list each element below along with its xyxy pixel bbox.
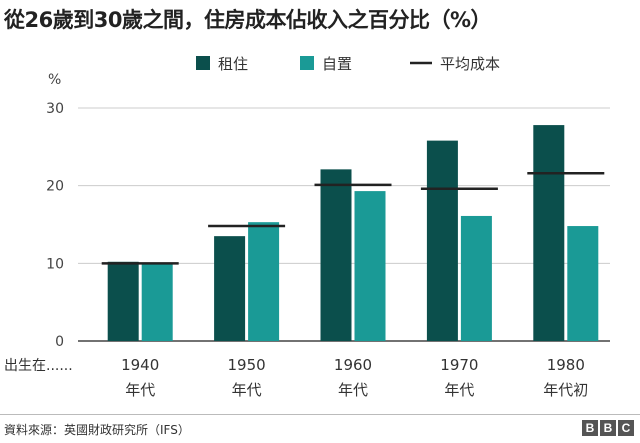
legend-swatch-owning <box>300 56 314 70</box>
legend-label-renting: 租住 <box>218 55 248 73</box>
y-axis-label: % <box>48 72 61 88</box>
y-tick-label: 0 <box>55 334 64 350</box>
bar-owning <box>460 215 492 341</box>
bar-owning <box>567 226 599 341</box>
legend-label-owning: 自置 <box>322 55 352 73</box>
bbc-logo-letter: B <box>582 420 598 436</box>
bar-owning <box>141 264 173 341</box>
x-tick-label: 1950 <box>228 356 266 374</box>
x-tick-label: 年代初 <box>543 381 588 399</box>
bar-owning <box>248 222 280 341</box>
bar-renting <box>214 236 246 341</box>
bar-renting <box>533 125 565 341</box>
footer-divider <box>0 414 640 415</box>
bar-renting <box>107 261 139 341</box>
legend-label-average: 平均成本 <box>440 55 500 73</box>
bbc-logo-letter: C <box>618 420 634 436</box>
x-tick-label: 1940 <box>121 356 159 374</box>
source-note: 資料來源：英國財政研究所（IFS） <box>4 423 190 437</box>
bar-owning <box>354 191 386 341</box>
x-axis-label: 出生在...... <box>4 358 73 374</box>
legend-swatch-renting <box>196 56 210 70</box>
y-tick-label: 20 <box>46 179 64 195</box>
x-tick-label: 1970 <box>440 356 478 374</box>
bbc-logo-letter: B <box>600 420 616 436</box>
bar-renting <box>426 140 458 341</box>
bar-renting <box>320 169 352 341</box>
x-tick-label: 1960 <box>334 356 372 374</box>
x-tick-label: 年代 <box>338 381 368 399</box>
y-tick-label: 10 <box>46 256 64 272</box>
chart-title: 從26歲到30歲之間，住房成本佔收入之百分比（%） <box>4 8 492 32</box>
x-tick-label: 年代 <box>232 381 262 399</box>
chart: 0 10 20 30% 租住 自置 平均成本 1940 年代 1950 年代 1960 年代 1970 年代… <box>4 55 610 399</box>
x-tick-label: 1980 <box>547 356 585 374</box>
y-tick-label: 30 <box>46 101 64 117</box>
x-tick-label: 年代 <box>125 381 155 399</box>
x-tick-label: 年代 <box>444 381 474 399</box>
bbc-logo: B B C <box>582 420 634 436</box>
